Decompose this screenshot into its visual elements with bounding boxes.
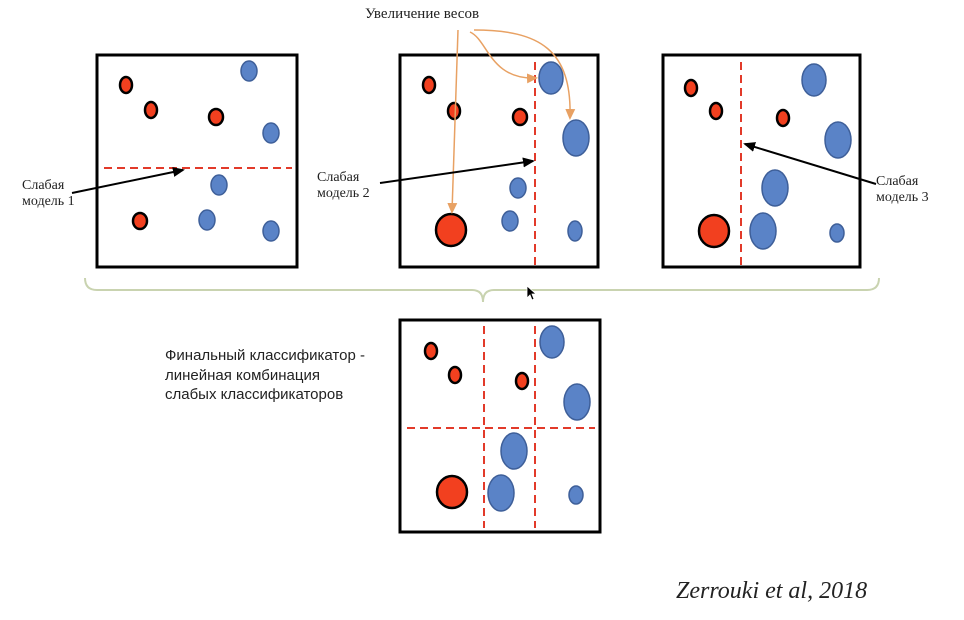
final-classifier-label: Финальный классификатор - линейная комби… <box>165 346 365 405</box>
red-point-enlarged <box>435 474 469 510</box>
red-point <box>131 211 149 231</box>
blue-point <box>509 177 527 199</box>
red-point <box>511 107 529 127</box>
blue-point-enlarged <box>801 63 827 97</box>
blue-point <box>240 60 258 82</box>
weak-model-3-line-2: модель 3 <box>876 190 929 206</box>
weight-arrow-to-red <box>447 29 459 214</box>
red-point <box>514 371 530 391</box>
blue-point-enlarged <box>500 432 528 470</box>
weight-increase-title: Увеличение весов <box>365 6 480 22</box>
red-point-enlarged <box>697 213 731 249</box>
weak-model-1-line-1: Слабая <box>22 178 65 193</box>
blue-point-enlarged <box>539 325 565 359</box>
red-point <box>683 78 699 98</box>
panel-3-frame <box>661 53 862 269</box>
arrow-weak-model-3 <box>743 142 877 185</box>
weight-arrow-to-blue-top <box>469 31 538 84</box>
red-point <box>447 365 463 385</box>
red-point <box>143 100 159 120</box>
blue-point-enlarged <box>562 119 590 157</box>
blue-point-enlarged <box>749 212 777 250</box>
blue-point <box>262 220 280 242</box>
blue-point <box>829 223 845 243</box>
weak-model-3-line-1: Слабая <box>876 174 919 189</box>
final-classifier-line-3: слабых классификаторов <box>165 386 344 403</box>
red-point <box>708 101 724 121</box>
red-point-enlarged <box>434 212 468 248</box>
red-point <box>421 75 437 95</box>
citation: Zerrouki et al, 2018 <box>676 578 868 604</box>
final-classifier-line-1: Финальный классификатор - <box>165 347 365 364</box>
red-point <box>118 75 134 95</box>
blue-point <box>501 210 519 232</box>
weak-model-2-line-2: модель 2 <box>317 186 370 202</box>
blue-point-enlarged <box>761 169 789 207</box>
blue-point <box>198 209 216 231</box>
blue-point-enlarged <box>487 474 515 512</box>
blue-point <box>568 485 584 505</box>
weak-model-1-line-2: модель 1 <box>22 194 75 210</box>
weak-model-3-label: Слабая модель 3 <box>876 174 929 206</box>
blue-point <box>567 220 583 242</box>
weight-arrow-to-blue-middle <box>473 29 576 120</box>
final-classifier-line-2: линейная комбинация <box>165 366 320 384</box>
blue-point-enlarged <box>538 61 564 95</box>
panel-1-frame <box>95 53 299 269</box>
panel-weak-model-2 <box>398 53 600 269</box>
weight-increase-arrows <box>447 29 576 214</box>
weak-model-2-line-1: Слабая <box>317 170 360 185</box>
weak-model-1-label: Слабая модель 1 <box>22 178 75 210</box>
panel-weak-model-3 <box>661 53 862 269</box>
mouse-cursor-icon <box>526 285 538 301</box>
arrow-weak-model-1 <box>71 167 185 194</box>
red-point <box>446 101 462 121</box>
blue-point-enlarged <box>824 121 852 159</box>
blue-point-enlarged <box>563 383 591 421</box>
panel-2-frame <box>398 53 600 269</box>
red-point <box>423 341 439 361</box>
weak-model-2-label: Слабая модель 2 <box>317 170 370 202</box>
red-point <box>207 107 225 127</box>
panel-weak-model-1 <box>95 53 299 269</box>
blue-point <box>210 174 228 196</box>
arrow-weak-model-2 <box>379 157 535 184</box>
combining-brace <box>84 277 880 303</box>
panel-final-classifier <box>398 318 602 534</box>
final-panel-frame <box>398 318 602 534</box>
red-point <box>775 108 791 128</box>
blue-point <box>262 122 280 144</box>
